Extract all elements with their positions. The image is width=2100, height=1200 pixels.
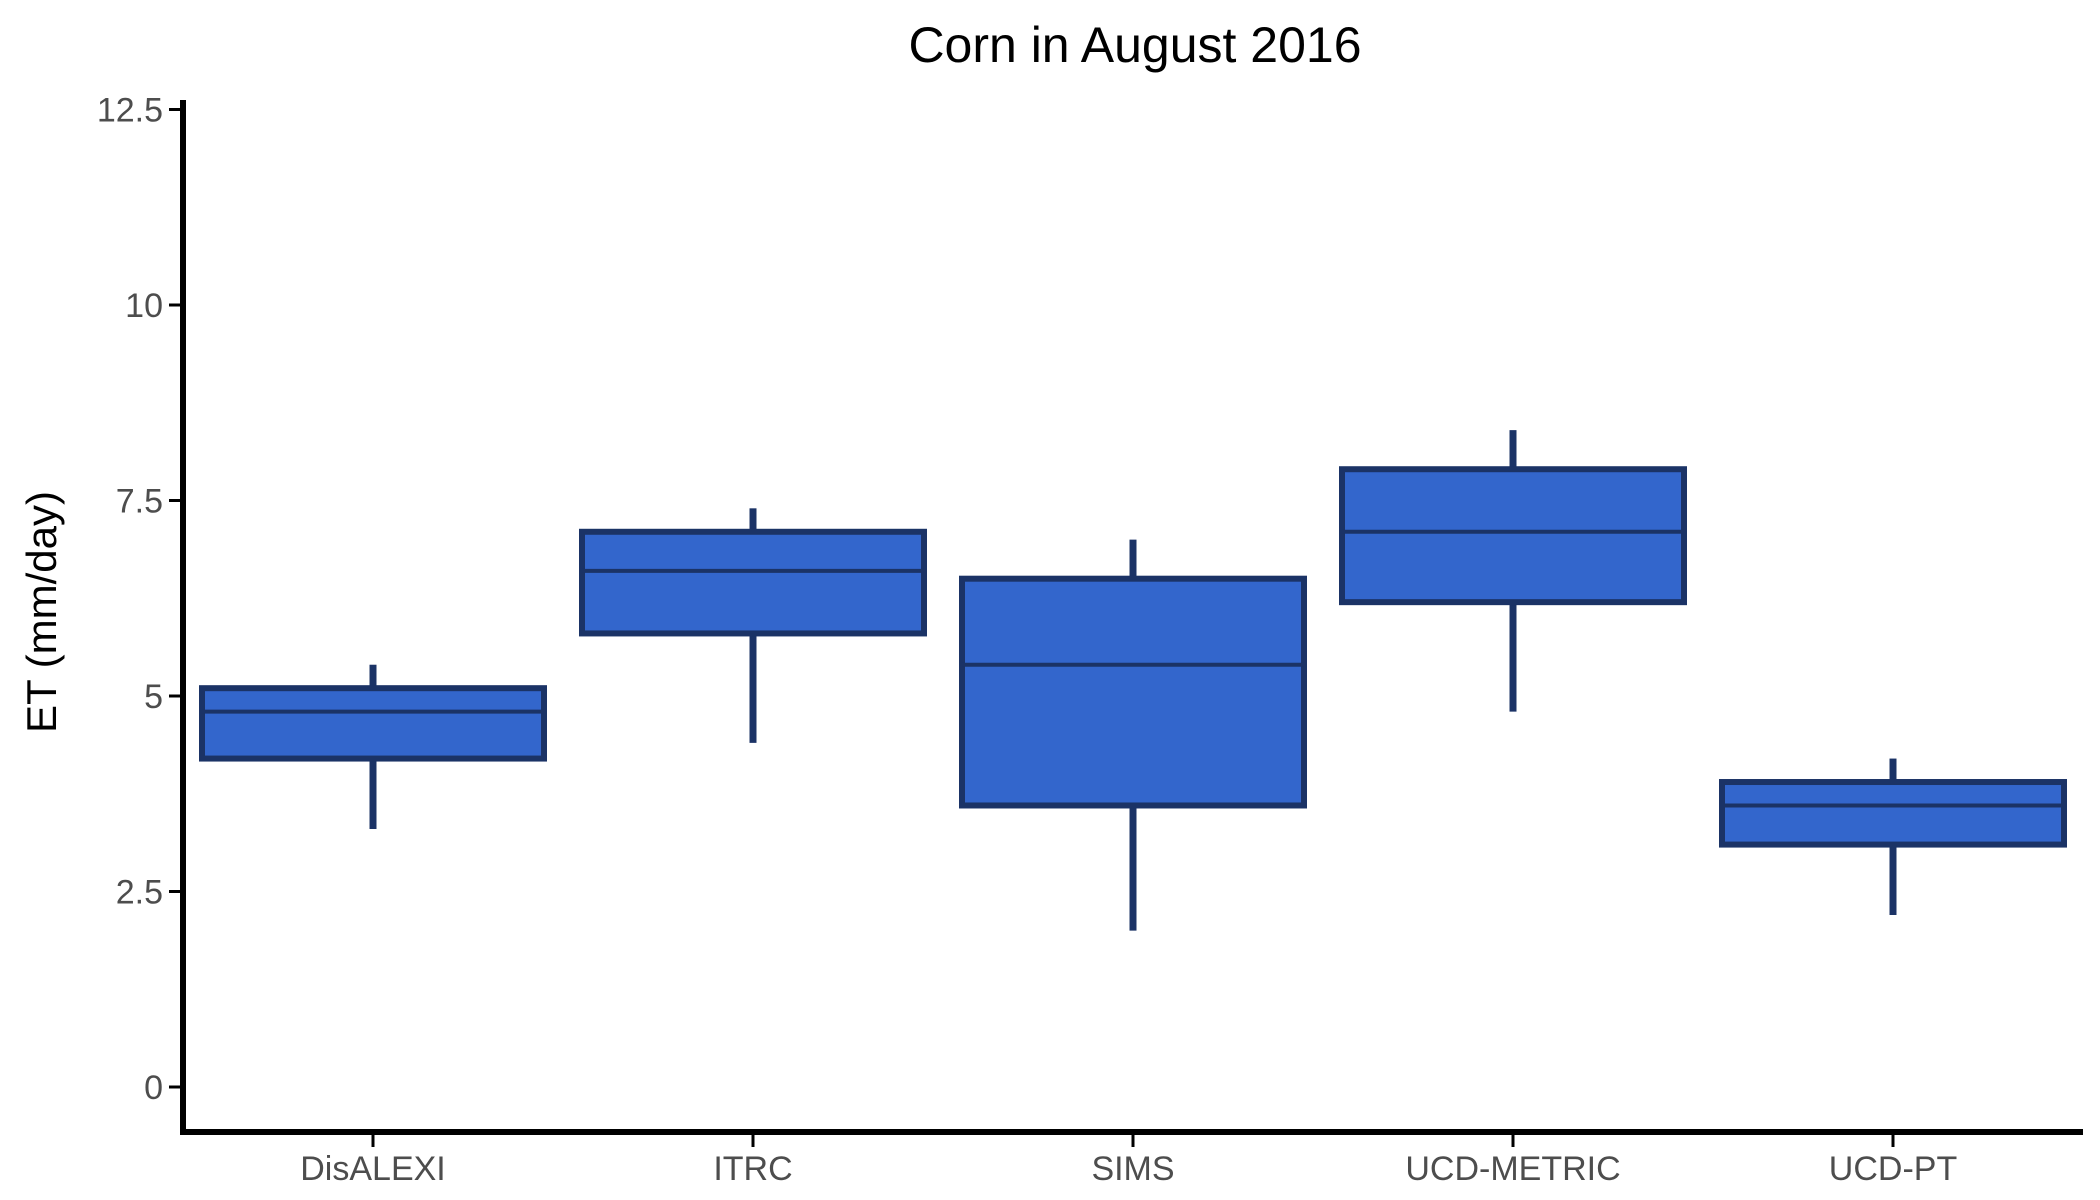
x-tick-label-sims: SIMS [1091, 1150, 1174, 1188]
x-tick-label-disalexi: DisALEXI [300, 1150, 446, 1188]
plot-area: 0 2.5 5 7.5 10 12.5 DisALEXI ITRC SIMS UCD-METRIC… [97, 92, 2067, 1188]
y-tick-label: 2.5 [116, 874, 163, 912]
chart-title: Corn in August 2016 [908, 17, 1361, 73]
y-tick-label: 7.5 [116, 483, 163, 521]
box-ucd-pt [1719, 779, 2067, 848]
x-tick-label-itrc: ITRC [713, 1150, 792, 1188]
y-tick-label: 5 [144, 678, 163, 716]
y-tick-label: 0 [144, 1069, 163, 1107]
y-tick-label: 12.5 [97, 92, 163, 130]
box-disalexi [199, 685, 547, 762]
x-tick-label-ucd-pt: UCD-PT [1829, 1150, 1957, 1188]
y-tick-label: 10 [125, 287, 163, 325]
x-tick-label-ucd-metric: UCD-METRIC [1405, 1150, 1620, 1188]
box-sims [959, 575, 1307, 809]
box-ucd-metric [1339, 466, 1687, 606]
box-itrc [579, 528, 927, 637]
y-axis-label: ET (mm/day) [18, 491, 65, 733]
